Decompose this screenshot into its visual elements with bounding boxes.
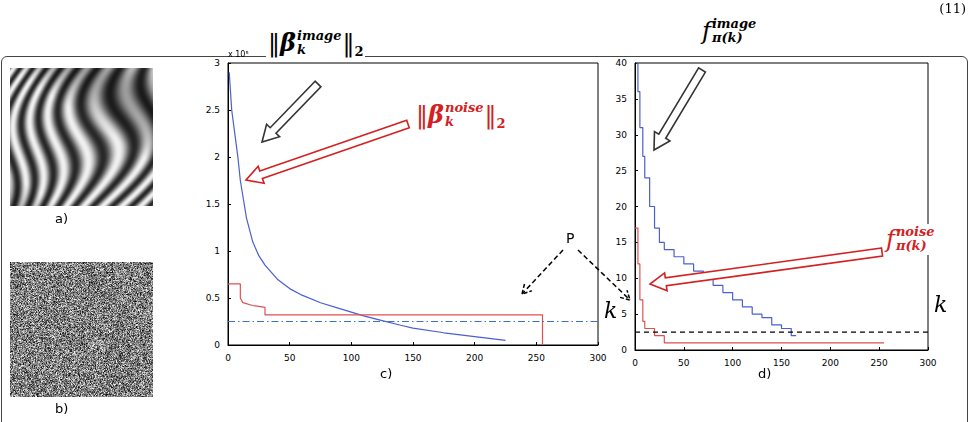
html-text:π(k): π(k) — [711, 30, 743, 46]
svg-text:0.5: 0.5 — [206, 293, 220, 303]
svg-text:0: 0 — [621, 345, 627, 355]
svg-text:100: 100 — [343, 353, 360, 363]
svg-text:150: 150 — [773, 358, 790, 368]
svg-text:5: 5 — [621, 309, 627, 319]
svg-text:1.5: 1.5 — [206, 199, 220, 209]
html-text:P: P — [566, 230, 575, 246]
html-text:‖2: ‖2 — [484, 101, 506, 131]
svg-text:0: 0 — [214, 340, 220, 350]
svg-text:250: 250 — [871, 358, 888, 368]
svg-text:30: 30 — [616, 130, 628, 140]
svg-text:200: 200 — [466, 353, 483, 363]
html-text:(11): (11) — [939, 1, 966, 16]
svg-text:300: 300 — [919, 358, 936, 368]
svg-text:200: 200 — [822, 358, 839, 368]
svg-text:15: 15 — [616, 237, 627, 247]
svg-text:2.5: 2.5 — [206, 105, 220, 115]
svg-text:100: 100 — [724, 358, 741, 368]
svg-text:1: 1 — [214, 246, 220, 256]
html-text:fimage: fimage — [702, 16, 757, 46]
html-text:a): a) — [55, 211, 68, 226]
html-text:d): d) — [758, 366, 772, 381]
svg-text:3: 3 — [214, 58, 220, 68]
html-text:fnoise: fnoise — [886, 224, 935, 254]
html-text:k: k — [604, 298, 618, 323]
svg-text:150: 150 — [404, 353, 421, 363]
svg-text:25: 25 — [616, 166, 627, 176]
svg-text:50: 50 — [678, 358, 690, 368]
html-text:k: k — [444, 114, 454, 130]
html-text:b): b) — [55, 401, 69, 416]
html-text:k: k — [934, 292, 948, 317]
svg-text:20: 20 — [616, 202, 628, 212]
svg-text:300: 300 — [589, 353, 606, 363]
svg-text:40: 40 — [616, 58, 628, 68]
svg-text:10: 10 — [616, 273, 628, 283]
html-text:‖ βimage: ‖ βimage — [268, 28, 342, 58]
svg-text:50: 50 — [284, 353, 296, 363]
svg-text:0: 0 — [632, 358, 638, 368]
svg-text:2: 2 — [214, 152, 220, 162]
html-text:k: k — [296, 42, 306, 58]
svg-text:35: 35 — [616, 94, 627, 104]
svg-text:0: 0 — [225, 353, 231, 363]
html-text:‖ βnoise: ‖ βnoise — [416, 100, 484, 130]
svg-text:250: 250 — [528, 353, 545, 363]
html-text:‖2: ‖2 — [342, 29, 364, 59]
html-text:x 10⁵: x 10⁵ — [228, 50, 249, 59]
html-text:π(k): π(k) — [895, 238, 927, 254]
html-text:c): c) — [380, 366, 393, 381]
